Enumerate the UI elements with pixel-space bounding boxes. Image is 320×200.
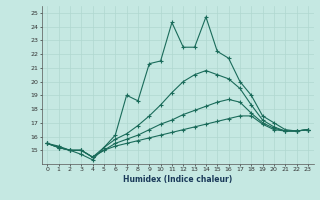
X-axis label: Humidex (Indice chaleur): Humidex (Indice chaleur): [123, 175, 232, 184]
